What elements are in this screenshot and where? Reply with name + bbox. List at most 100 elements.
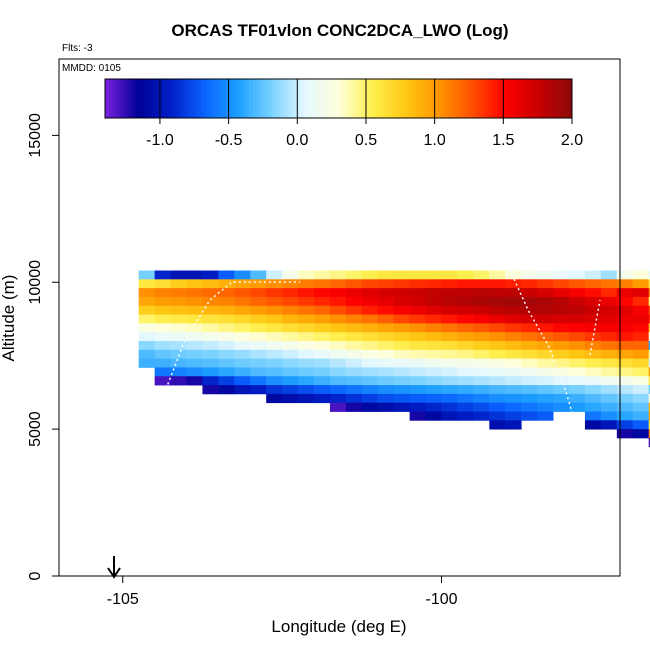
colorbar-segment (233, 79, 238, 118)
heatmap-cell (521, 402, 538, 412)
flight-track (165, 269, 601, 441)
heatmap-cell (616, 288, 634, 298)
heatmap-cell (266, 305, 283, 315)
heatmap-cell (202, 314, 219, 324)
colorbar: -1.0 -0.5 0.0 0.5 1.0 1.5 2.0 (104, 78, 583, 149)
colorbar-segment (428, 79, 433, 118)
heatmap-cell (186, 323, 203, 333)
heatmap-cell (361, 358, 379, 368)
heatmap-cell (250, 332, 267, 342)
colorbar-segment (548, 79, 554, 118)
colorbar-segment (237, 79, 242, 118)
heatmap-cell (505, 367, 522, 377)
heatmap-cell (377, 358, 395, 368)
heatmap-cell (138, 296, 156, 307)
heatmap-cell (329, 279, 347, 289)
heatmap-cell (632, 367, 650, 377)
heatmap-cell (473, 332, 490, 342)
heatmap-cell (282, 296, 299, 307)
heatmap-cell (345, 402, 363, 412)
heatmap-cell (329, 341, 347, 351)
colorbar-tick-label: 0.0 (286, 132, 308, 149)
heatmap-cell (393, 376, 411, 386)
heatmap-cell (569, 358, 586, 368)
heatmap-cell (234, 332, 251, 342)
heatmap-cell (138, 341, 156, 351)
heatmap-cell (154, 270, 171, 280)
flight-track-line (509, 269, 581, 441)
heatmap-cell (282, 314, 299, 324)
heatmap-cell (218, 279, 235, 289)
colorbar-segment (392, 79, 398, 118)
heatmap-cell (632, 385, 650, 395)
heatmap-cell (616, 376, 634, 386)
heatmap-cell (457, 296, 474, 307)
heatmap-cell (282, 341, 299, 351)
heatmap-cell (473, 314, 490, 324)
heatmap-cell (154, 279, 171, 289)
heatmap-cell (170, 367, 187, 377)
heatmap-cell (202, 323, 219, 333)
heatmap-cell (282, 323, 299, 333)
heatmap-cell (170, 341, 187, 351)
colorbar-tick-label: 0.5 (355, 132, 377, 149)
colorbar-segment (303, 79, 308, 118)
heatmap-cell (600, 296, 618, 307)
colorbar-tick-label: -1.0 (146, 132, 174, 149)
heatmap-cell (377, 367, 395, 377)
colorbar-segment (435, 79, 441, 118)
heatmap-cell (329, 385, 347, 395)
y-axis: 0 5000 10000 15000 (27, 113, 59, 580)
heatmap-cell (234, 305, 251, 315)
heatmap-cell (298, 305, 315, 315)
heatmap-cell (521, 314, 538, 324)
heatmap-cell (218, 376, 235, 386)
heatmap-cell (489, 367, 506, 377)
colorbar-segment (287, 79, 293, 118)
colorbar-segment (408, 79, 413, 118)
heatmap-cell (282, 332, 299, 342)
heatmap-cell (314, 270, 331, 280)
colorbar-segment (529, 79, 534, 118)
heatmap-cell (218, 296, 235, 307)
colorbar-segment (451, 79, 456, 118)
heatmap-cell (298, 314, 315, 324)
heatmap-cell (218, 332, 235, 342)
heatmap-cell (569, 376, 586, 386)
heatmap-cell (361, 305, 379, 315)
heatmap-cell (329, 296, 347, 307)
heatmap-cell (186, 376, 203, 386)
heatmap-cell (505, 402, 522, 412)
heatmap-cell (250, 367, 267, 377)
heatmap-cell (489, 349, 506, 360)
heatmap-cell (138, 314, 156, 324)
heatmap-cell (218, 349, 235, 360)
heatmap-cell (329, 305, 347, 315)
heatmap-cell (314, 393, 331, 404)
heatmap-cell (457, 305, 474, 315)
colorbar-segment (291, 79, 297, 118)
heatmap-cell (298, 296, 315, 307)
colorbar-segment (217, 79, 223, 118)
heatmap-cell (393, 402, 411, 412)
heatmap-cell (521, 270, 538, 280)
heatmap-cell (537, 279, 554, 289)
heatmap-cell (218, 314, 235, 324)
heatmap-cell (473, 296, 490, 307)
heatmap-cell (250, 270, 267, 280)
heatmap-cell (648, 341, 650, 351)
heatmap-cell (521, 288, 538, 298)
colorbar-segment (132, 79, 137, 118)
colorbar-tick-label: 1.0 (424, 132, 446, 149)
heatmap-cell (234, 288, 251, 298)
heatmap-cell (345, 376, 363, 386)
colorbar-segment (377, 79, 382, 118)
heatmap-cell (648, 358, 650, 368)
heatmap-cell (393, 279, 411, 289)
heatmap-cell (361, 341, 379, 351)
heatmap-cell (154, 305, 171, 315)
heatmap-cell (584, 393, 602, 404)
heatmap-cell (409, 367, 426, 377)
heatmap-cell (138, 332, 156, 342)
heatmap-cell (425, 323, 442, 333)
